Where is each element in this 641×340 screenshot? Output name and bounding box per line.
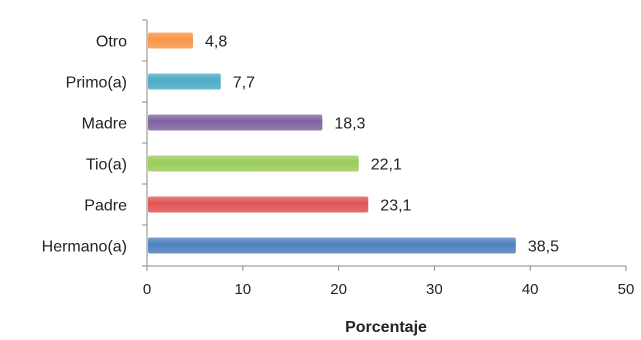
bar-tio-a [148, 155, 359, 172]
x-axis-title: Porcentaje [345, 319, 427, 336]
bar-padre [148, 196, 369, 213]
x-tick-label: 50 [618, 281, 635, 298]
value-label: 4,8 [205, 34, 227, 51]
x-tick-label: 40 [522, 281, 539, 298]
value-label: 38,5 [528, 239, 559, 256]
bars [148, 32, 516, 254]
value-label: 23,1 [380, 198, 411, 215]
labels: Hermano(a) 38,5 Padre 23,1 Tio(a) 22,1 Madre 18… [42, 34, 559, 256]
x-tick-label: 10 [234, 281, 251, 298]
category-label: Padre [84, 198, 127, 215]
value-label: 7,7 [233, 75, 255, 92]
category-label: Primo(a) [66, 75, 127, 92]
category-label: Otro [96, 34, 127, 51]
value-label: 22,1 [371, 157, 402, 174]
x-tick-label: 30 [426, 281, 443, 298]
category-label: Madre [82, 116, 127, 133]
bar-otro [148, 32, 193, 49]
bar-madre [148, 114, 323, 131]
bar-hermano-a [148, 237, 516, 254]
x-tick-label: 20 [330, 281, 347, 298]
value-label: 18,3 [334, 116, 365, 133]
bar-primo-a [148, 73, 221, 90]
x-tick-label: 0 [143, 281, 151, 298]
axes: 0 10 20 30 40 50 [142, 19, 635, 298]
category-label: Tio(a) [86, 157, 127, 174]
category-label: Hermano(a) [42, 239, 127, 256]
